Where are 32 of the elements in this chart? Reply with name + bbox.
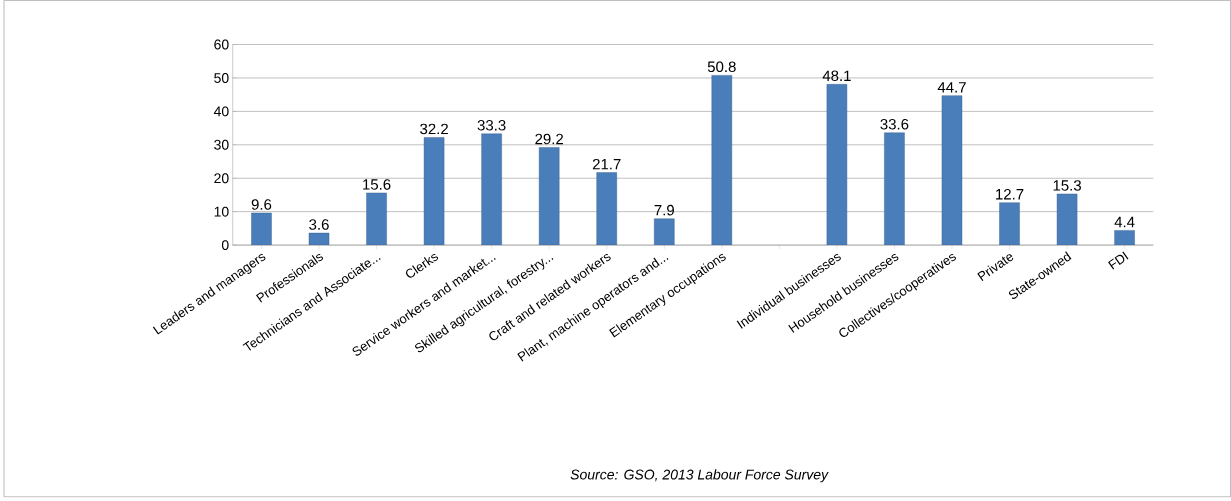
data-label: 44.7 <box>937 82 966 93</box>
y-tick-label: 40 <box>213 106 229 117</box>
x-tick-label: FDI <box>1108 251 1129 270</box>
data-label: 9.6 <box>251 199 272 210</box>
bar <box>884 132 905 246</box>
data-label: 12.7 <box>996 189 1024 200</box>
data-label: 29.2 <box>535 133 564 145</box>
y-tick-label: 50 <box>214 73 229 83</box>
data-label: 15.3 <box>1053 180 1081 191</box>
y-tick-label: 10 <box>214 206 229 217</box>
bar <box>654 218 675 246</box>
data-label: 4.4 <box>1114 216 1135 228</box>
y-tick-label: 30 <box>214 139 229 150</box>
bar <box>366 192 387 246</box>
bar <box>999 202 1020 246</box>
data-label: 33.3 <box>477 120 506 131</box>
data-label: 21.7 <box>592 158 621 170</box>
y-tick-label: 0 <box>221 240 229 251</box>
y-tick-label: 60 <box>214 39 229 50</box>
y-tick-label: 20 <box>214 173 229 184</box>
data-label: 32.2 <box>420 123 448 135</box>
source-note: Source: GSO, 2013 Labour Force Survey <box>570 469 829 483</box>
bar <box>596 172 617 246</box>
bar <box>538 147 560 246</box>
data-label: 7.9 <box>654 204 674 216</box>
data-label: 33.6 <box>880 119 909 130</box>
data-label: 48.1 <box>822 70 851 82</box>
data-label: 50.8 <box>707 61 736 73</box>
bar <box>711 75 733 246</box>
data-label: 15.6 <box>363 179 391 190</box>
data-label: 3.6 <box>309 219 329 230</box>
bar <box>481 133 502 246</box>
